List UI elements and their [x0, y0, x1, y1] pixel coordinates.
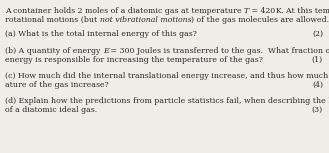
Text: rotational motions (but: rotational motions (but: [5, 16, 100, 24]
Text: not vibrational motions: not vibrational motions: [100, 16, 191, 24]
Text: E: E: [103, 47, 109, 55]
Text: (1): (1): [312, 56, 323, 64]
Text: = 420: = 420: [249, 7, 275, 15]
Text: (a) What is the total internal energy of this gas?: (a) What is the total internal energy of…: [5, 30, 197, 38]
Text: K: K: [275, 7, 281, 15]
Text: (3): (3): [312, 106, 323, 114]
Text: . At this temperature,: . At this temperature,: [281, 7, 329, 15]
Text: ) of the gas molecules are allowed.: ) of the gas molecules are allowed.: [191, 16, 329, 24]
Text: (4): (4): [312, 81, 323, 89]
Text: of a diatomic ideal gas.: of a diatomic ideal gas.: [5, 106, 97, 114]
Text: (d) Explain how the predictions from particle statistics fail, when describing t: (d) Explain how the predictions from par…: [5, 97, 329, 105]
Text: A container holds 2 moles of a diatomic gas at temperature: A container holds 2 moles of a diatomic …: [5, 7, 244, 15]
Text: = 300 Joules is transferred to the gas.  What fraction of this added: = 300 Joules is transferred to the gas. …: [109, 47, 329, 55]
Text: (b) A quantity of energy: (b) A quantity of energy: [5, 47, 103, 55]
Text: (2): (2): [312, 30, 323, 38]
Text: (c) How much did the internal translational energy increase, and thus how much d: (c) How much did the internal translatio…: [5, 72, 329, 80]
Text: ature of the gas increase?: ature of the gas increase?: [5, 81, 109, 89]
Text: T: T: [244, 7, 249, 15]
Text: energy is responsible for increasing the temperature of the gas?: energy is responsible for increasing the…: [5, 56, 263, 64]
